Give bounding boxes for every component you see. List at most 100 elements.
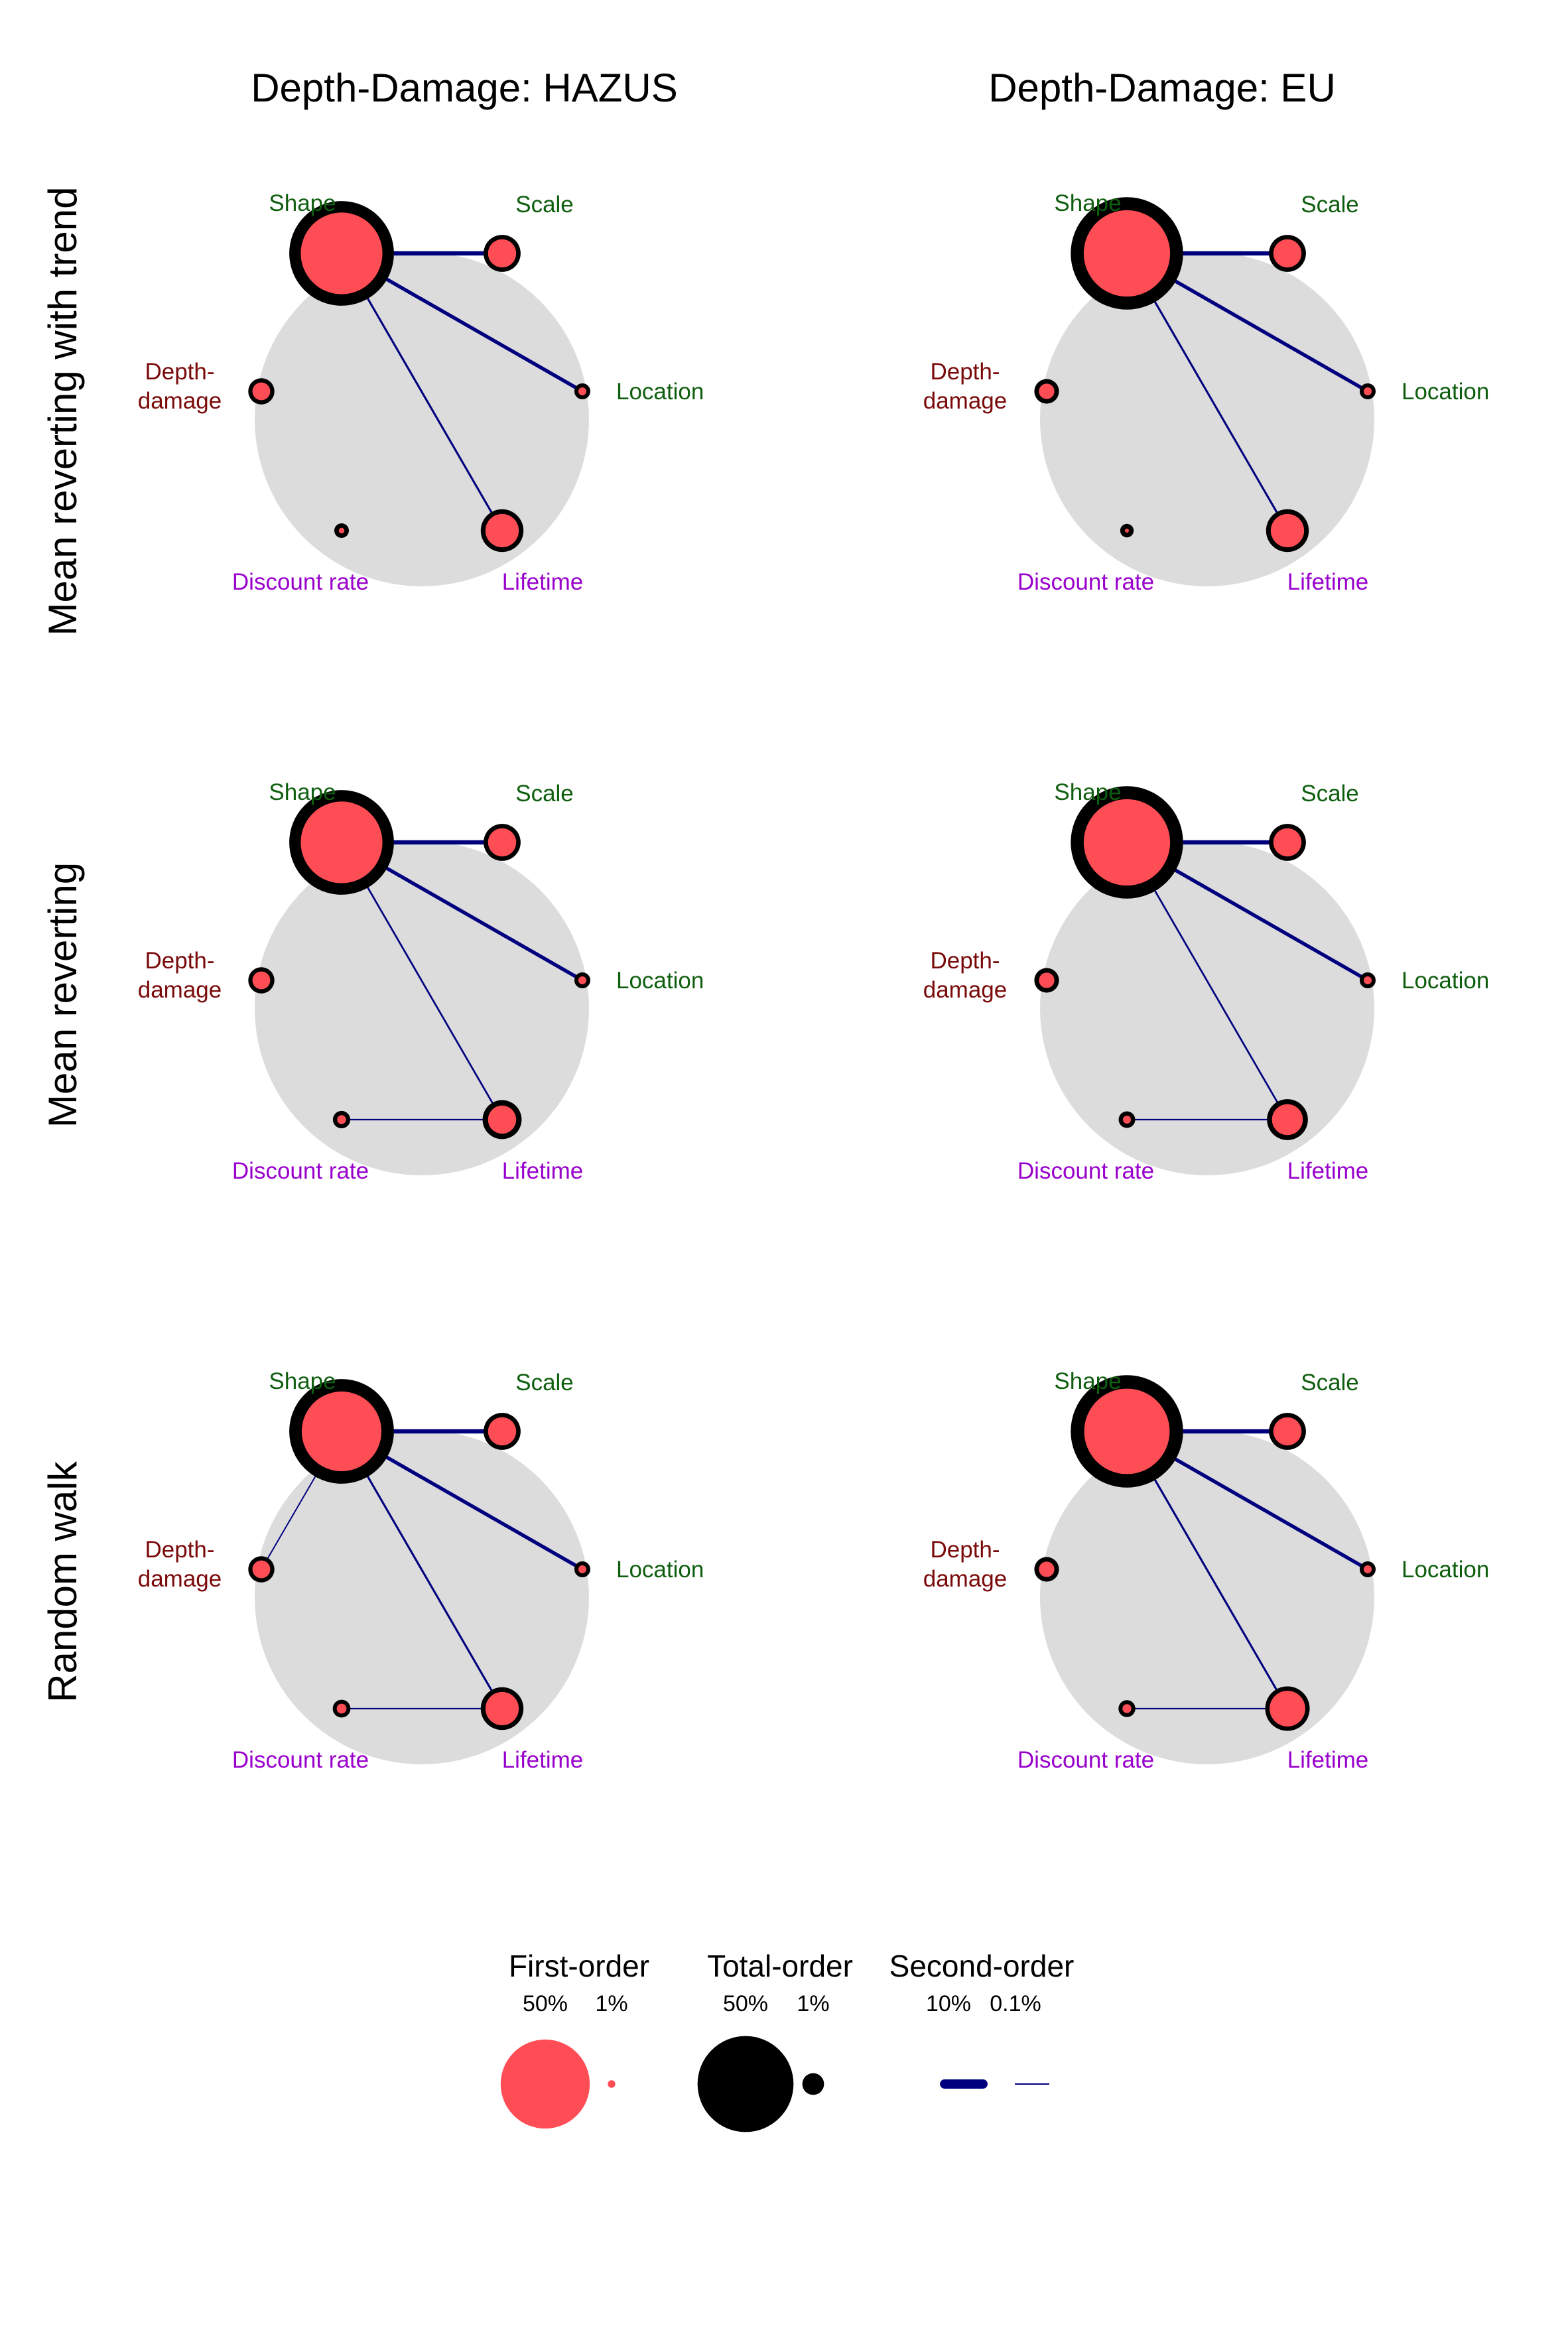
first-order-node-lifetime bbox=[1272, 1104, 1303, 1136]
second-order-edge-shape-lifetime bbox=[340, 1431, 503, 1709]
first-order-node-lifetime bbox=[1270, 513, 1305, 548]
panel-grid: Shape Scale Location Depth-damage Discount r… bbox=[138, 190, 1490, 1773]
node-label-lifetime: Lifetime bbox=[502, 1747, 584, 1773]
first-order-node-depth_damage bbox=[1039, 1561, 1055, 1577]
node-label-depth-damage: Depth-damage bbox=[138, 359, 222, 414]
first-order-node-shape bbox=[300, 212, 383, 294]
node-label-scale: Scale bbox=[515, 781, 574, 807]
panel-1-0: Shape Scale Location Depth-damage Discount r… bbox=[138, 779, 704, 1184]
first-order-node-discount_rate bbox=[1122, 1704, 1132, 1713]
node-label-location: Location bbox=[616, 379, 704, 405]
panel-2-0: Shape Scale Location Depth-damage Discount r… bbox=[138, 1368, 704, 1773]
node-label-depth-damage: Depth-damage bbox=[923, 359, 1007, 414]
legend-second-order-high-label: 10% bbox=[926, 1991, 971, 2016]
node-label-discount-rate: Discount rate bbox=[232, 1747, 369, 1773]
node-label-lifetime: Lifetime bbox=[1287, 1747, 1369, 1773]
first-order-node-discount_rate bbox=[336, 1703, 347, 1714]
second-order-edge-shape-lifetime bbox=[340, 253, 503, 531]
panel-background-circle bbox=[255, 1430, 589, 1764]
legend-total-order-high-circle bbox=[697, 2036, 794, 2132]
node-label-discount-rate: Discount rate bbox=[232, 569, 369, 595]
row-title-random-walk: Random walk bbox=[40, 1461, 85, 1702]
node-label-scale: Scale bbox=[1301, 781, 1359, 807]
node-label-lifetime: Lifetime bbox=[1287, 569, 1369, 595]
node-label-scale: Scale bbox=[1301, 1370, 1359, 1396]
panel-0-1: Shape Scale Location Depth-damage Discount r… bbox=[923, 190, 1490, 595]
row-title-mean-reverting-with-trend: Mean reverting with trend bbox=[40, 187, 85, 636]
node-label-location: Location bbox=[616, 1557, 704, 1583]
first-order-node-shape bbox=[1084, 1388, 1170, 1474]
legend-first-order-high-circle bbox=[500, 2039, 590, 2129]
first-order-node-shape bbox=[1083, 210, 1171, 297]
legend-first-order-high-label: 50% bbox=[523, 1991, 568, 2016]
first-order-node-lifetime bbox=[1270, 1691, 1305, 1727]
node-label-depth-damage: Depth-damage bbox=[138, 948, 222, 1003]
first-order-node-shape bbox=[300, 801, 383, 883]
legend-second-order-low-label: 0.1% bbox=[990, 1991, 1041, 2016]
first-order-node-depth_damage bbox=[1039, 972, 1055, 988]
first-order-node-lifetime bbox=[485, 513, 519, 548]
first-order-node-depth_damage bbox=[1039, 383, 1055, 399]
first-order-node-location bbox=[1363, 1565, 1372, 1574]
node-label-lifetime: Lifetime bbox=[502, 569, 584, 595]
node-label-location: Location bbox=[616, 968, 704, 994]
node-label-shape: Shape bbox=[269, 779, 336, 805]
panel-0-0: Shape Scale Location Depth-damage Discount r… bbox=[138, 190, 704, 595]
node-label-scale: Scale bbox=[515, 1370, 574, 1396]
panel-background-circle bbox=[1040, 1430, 1374, 1764]
first-order-node-scale bbox=[1273, 828, 1302, 857]
first-order-node-location bbox=[578, 387, 587, 396]
first-order-node-location bbox=[578, 976, 587, 985]
row-title-mean-reverting: Mean reverting bbox=[40, 862, 85, 1128]
panel-1-1: Shape Scale Location Depth-damage Discount r… bbox=[923, 779, 1490, 1184]
node-label-location: Location bbox=[1402, 1557, 1489, 1583]
legend-total-order-low-circle bbox=[802, 2073, 824, 2095]
node-label-scale: Scale bbox=[515, 192, 574, 218]
legend-total-order-title: Total-order bbox=[707, 1949, 853, 1983]
first-order-node-scale bbox=[488, 828, 517, 857]
first-order-node-location bbox=[1363, 387, 1372, 396]
node-label-location: Location bbox=[1402, 968, 1489, 994]
legend-total-order-low-label: 1% bbox=[797, 1991, 829, 2016]
first-order-node-discount_rate bbox=[1124, 528, 1130, 533]
node-label-lifetime: Lifetime bbox=[502, 1158, 584, 1184]
legend-second-order-title: Second-order bbox=[889, 1949, 1075, 1983]
legend-first-order-low-circle bbox=[608, 2080, 616, 2088]
first-order-node-location bbox=[578, 1565, 587, 1574]
first-order-node-discount_rate bbox=[337, 1115, 346, 1124]
column-title-hazus: Depth-Damage: HAZUS bbox=[251, 66, 678, 110]
node-label-lifetime: Lifetime bbox=[1287, 1158, 1369, 1184]
panel-background-circle bbox=[255, 252, 589, 586]
legend-total-order-high-label: 50% bbox=[723, 1991, 768, 2016]
first-order-node-depth_damage bbox=[252, 382, 271, 401]
column-title-eu: Depth-Damage: EU bbox=[988, 66, 1336, 110]
first-order-node-scale bbox=[488, 239, 517, 268]
first-order-node-shape bbox=[301, 1391, 382, 1472]
first-order-node-scale bbox=[1273, 1417, 1302, 1446]
node-label-depth-damage: Depth-damage bbox=[923, 948, 1007, 1003]
panel-background-circle bbox=[255, 841, 589, 1175]
node-label-discount-rate: Discount rate bbox=[1017, 1158, 1154, 1184]
node-label-depth-damage: Depth-damage bbox=[138, 1537, 222, 1592]
node-label-discount-rate: Discount rate bbox=[232, 1158, 369, 1184]
first-order-node-depth_damage bbox=[252, 1560, 271, 1579]
panel-background-circle bbox=[1040, 252, 1374, 586]
second-order-edge-shape-lifetime bbox=[340, 842, 503, 1120]
first-order-node-discount_rate bbox=[338, 527, 345, 534]
first-order-node-lifetime bbox=[485, 1691, 519, 1726]
node-label-shape: Shape bbox=[1054, 190, 1121, 216]
node-label-shape: Shape bbox=[1054, 779, 1121, 805]
legend: First-order 50% 1% Total-order 50% 1% Se… bbox=[500, 1949, 1075, 2132]
node-label-depth-damage: Depth-damage bbox=[923, 1537, 1007, 1592]
node-label-shape: Shape bbox=[269, 190, 336, 216]
first-order-node-shape bbox=[1083, 799, 1171, 886]
node-label-discount-rate: Discount rate bbox=[1017, 1747, 1154, 1773]
first-order-node-scale bbox=[488, 1417, 517, 1446]
first-order-node-depth_damage bbox=[252, 971, 271, 990]
first-order-node-discount_rate bbox=[1122, 1115, 1132, 1124]
first-order-node-location bbox=[1363, 976, 1372, 985]
panel-background-circle bbox=[1040, 841, 1374, 1175]
legend-first-order-title: First-order bbox=[509, 1949, 649, 1983]
first-order-node-scale bbox=[1273, 239, 1302, 268]
